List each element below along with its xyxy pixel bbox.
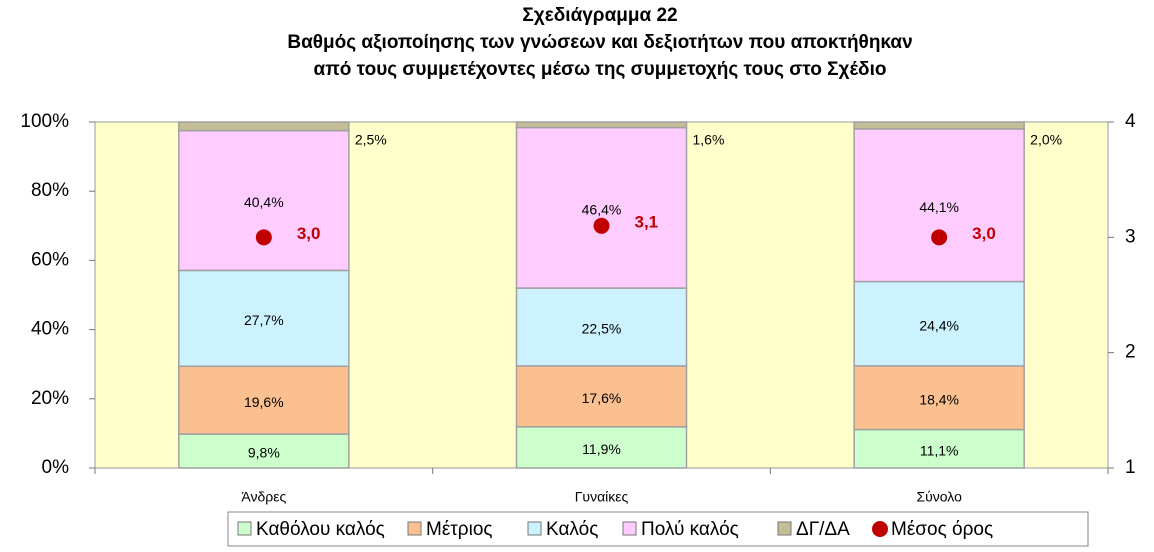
mean-label: 3,0 [297, 224, 321, 243]
data-label: 46,4% [582, 202, 622, 218]
legend-marker [777, 521, 792, 536]
data-label: 40,4% [244, 194, 284, 210]
y2-tick-label: 3 [1125, 226, 1136, 247]
bar-segment [853, 121, 1025, 130]
mean-label: 3,0 [972, 224, 996, 243]
legend-marker [622, 521, 637, 536]
bar-segment [853, 428, 1025, 469]
legend-marker [237, 521, 252, 536]
data-label: 1,6% [693, 132, 725, 148]
legend-marker [407, 521, 422, 536]
data-label: 11,9% [582, 441, 621, 457]
x-tick-label: Σύνολο [916, 489, 962, 505]
bar-segment [178, 129, 350, 272]
bar-segment [853, 365, 1025, 431]
legend-label: Πολύ καλός [641, 519, 739, 540]
x-tick-label: Άνδρες [241, 489, 286, 505]
bar-segment [178, 433, 350, 469]
y-tick-label: 0% [42, 457, 70, 478]
mean-point [931, 229, 948, 246]
data-label: 22,5% [582, 321, 622, 337]
data-label: 2,5% [355, 132, 387, 148]
bar-segment [515, 426, 688, 469]
data-label: 18,4% [919, 391, 959, 407]
data-label: 9,8% [248, 445, 280, 461]
x-tick-label: Γυναίκες [575, 489, 629, 505]
legend-box [227, 511, 1089, 547]
y-tick-label: 20% [31, 388, 69, 409]
bar-segment [853, 128, 1025, 283]
bar-segment [515, 126, 688, 289]
legend-label: Μέσος όρος [891, 519, 993, 540]
data-label: 17,6% [582, 390, 622, 406]
data-label: 24,4% [919, 317, 959, 333]
y-tick-label: 60% [31, 249, 69, 270]
data-label: 44,1% [919, 199, 959, 215]
legend-label: Μέτριος [426, 519, 493, 540]
mean-label: 3,1 [635, 212, 659, 231]
chart-title: Σχεδιάγραμμα 22 [522, 5, 677, 26]
bar-segment [178, 365, 350, 435]
legend-label: ΔΓ/ΔΑ [796, 519, 850, 540]
bar-segment [853, 280, 1025, 367]
y2-tick-label: 4 [1125, 111, 1136, 132]
data-label: 19,6% [244, 394, 284, 410]
mean-point [255, 229, 272, 246]
legend-marker [872, 521, 888, 537]
y-tick-label: 100% [20, 111, 69, 132]
data-label: 2,0% [1030, 132, 1062, 148]
data-label: 27,7% [244, 312, 284, 328]
bar-segment [515, 365, 688, 428]
y2-tick-label: 2 [1125, 342, 1136, 363]
bar-segment [515, 287, 688, 367]
legend-label: Καθόλου καλός [256, 519, 385, 540]
y2-tick-label: 1 [1125, 457, 1136, 478]
y-tick-label: 40% [31, 319, 69, 340]
bar-segment [178, 121, 350, 132]
legend-marker [527, 521, 542, 536]
chart-title: Βαθμός αξιοποίησης των γνώσεων και δεξιο… [287, 32, 912, 53]
legend-label: Καλός [546, 519, 598, 540]
data-label: 11,1% [920, 443, 959, 459]
bar-segment [178, 269, 350, 368]
mean-point [593, 217, 610, 234]
chart-title: από τους συμμετέχοντες μέσω της συμμετοχ… [314, 59, 887, 80]
bar-segment [515, 121, 688, 129]
y-tick-label: 80% [31, 180, 69, 201]
